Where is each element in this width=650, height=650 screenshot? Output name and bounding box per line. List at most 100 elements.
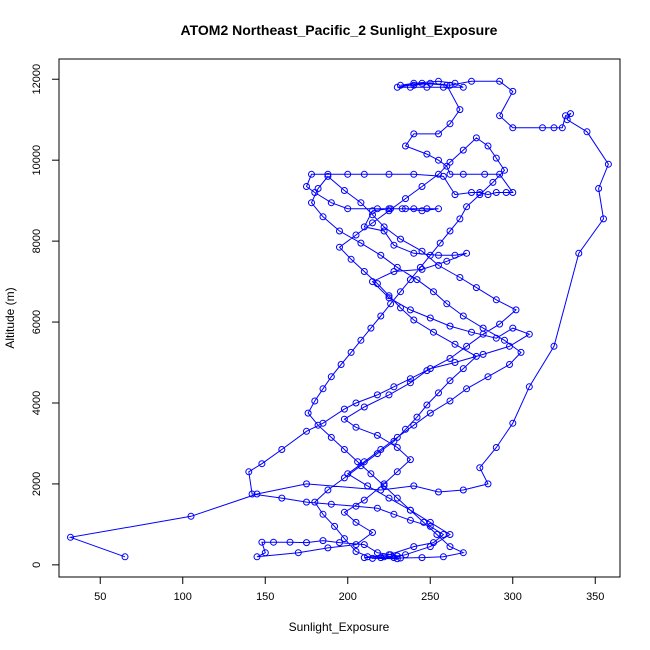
data-point xyxy=(258,460,266,468)
data-point xyxy=(324,170,332,178)
data-point xyxy=(373,549,381,557)
data-point xyxy=(509,324,517,332)
data-point xyxy=(402,142,409,150)
data-point xyxy=(583,128,591,136)
data-point xyxy=(525,330,533,338)
data-point xyxy=(327,500,335,508)
data-point xyxy=(550,124,558,132)
data-point xyxy=(492,189,500,196)
data-point xyxy=(509,419,517,427)
data-point xyxy=(600,215,607,223)
data-point xyxy=(410,79,418,87)
y-tick-label: 10000 xyxy=(31,145,43,176)
data-point xyxy=(347,255,355,263)
data-point xyxy=(446,322,454,330)
data-point xyxy=(308,170,315,178)
data-point xyxy=(393,555,401,563)
data-point xyxy=(352,541,360,549)
data-point xyxy=(354,458,362,466)
data-point xyxy=(373,450,381,458)
data-point xyxy=(509,189,517,196)
data-point xyxy=(463,342,471,350)
data-point xyxy=(413,413,421,421)
data-point xyxy=(558,124,566,132)
data-point xyxy=(472,284,480,292)
data-point xyxy=(426,543,434,551)
data-point xyxy=(492,334,500,342)
data-point xyxy=(340,415,348,423)
data-point xyxy=(563,116,571,124)
y-tick-label: 8000 xyxy=(31,229,43,253)
data-point xyxy=(360,458,368,466)
data-point xyxy=(479,324,487,332)
data-point xyxy=(468,189,475,196)
data-point xyxy=(380,480,388,488)
data-point xyxy=(443,81,451,89)
data-point xyxy=(435,130,442,138)
data-point xyxy=(360,403,368,411)
data-point xyxy=(373,431,381,439)
data-point xyxy=(496,170,504,178)
data-point xyxy=(369,554,376,562)
data-point xyxy=(319,510,327,518)
data-point xyxy=(364,553,372,561)
data-point xyxy=(390,510,398,518)
data-point xyxy=(324,544,332,552)
data-point xyxy=(390,554,398,562)
data-point xyxy=(509,124,517,132)
data-point xyxy=(311,498,319,506)
data-point xyxy=(418,265,426,273)
data-point xyxy=(426,79,434,87)
data-point xyxy=(439,83,447,91)
data-point xyxy=(336,539,343,547)
data-point xyxy=(303,427,310,435)
data-point xyxy=(337,361,345,368)
data-point xyxy=(304,409,312,417)
data-point xyxy=(446,355,454,362)
data-point xyxy=(430,288,437,296)
data-point xyxy=(336,243,343,251)
data-point xyxy=(373,504,381,512)
data-point xyxy=(390,437,398,445)
data-point xyxy=(506,342,513,350)
data-point xyxy=(418,207,426,215)
data-point xyxy=(402,195,409,203)
data-point xyxy=(496,77,504,85)
data-point xyxy=(390,241,398,249)
data-point xyxy=(423,83,431,91)
data-point xyxy=(253,553,261,561)
data-point xyxy=(479,350,487,358)
y-axis: 0 2000 4000 6000 8000 10000 12000 xyxy=(31,64,60,568)
data-point xyxy=(463,203,471,211)
data-point xyxy=(446,158,454,166)
data-point xyxy=(481,170,489,178)
data-point xyxy=(367,324,375,332)
data-point xyxy=(423,401,431,409)
data-point xyxy=(373,280,381,288)
data-point xyxy=(446,397,454,405)
data-point xyxy=(420,518,428,526)
data-point xyxy=(456,215,464,223)
data-point xyxy=(406,506,414,514)
data-point xyxy=(433,531,441,538)
data-point xyxy=(426,365,434,373)
y-axis-label: Altitude (m) xyxy=(3,287,17,348)
data-point xyxy=(380,553,388,561)
data-point xyxy=(426,522,434,530)
data-point xyxy=(67,533,74,541)
data-point xyxy=(410,543,418,551)
data-point xyxy=(398,205,406,213)
x-tick-label: 50 xyxy=(94,591,106,603)
data-point xyxy=(459,312,467,320)
data-point xyxy=(435,156,442,164)
data-point xyxy=(357,336,365,344)
data-point xyxy=(509,87,517,95)
data-point xyxy=(340,508,348,516)
data-point xyxy=(484,373,492,381)
data-point xyxy=(314,185,322,192)
data-point xyxy=(286,538,294,546)
data-point xyxy=(245,468,253,476)
data-point xyxy=(319,537,327,545)
data-point xyxy=(380,482,388,490)
data-point xyxy=(327,199,335,207)
